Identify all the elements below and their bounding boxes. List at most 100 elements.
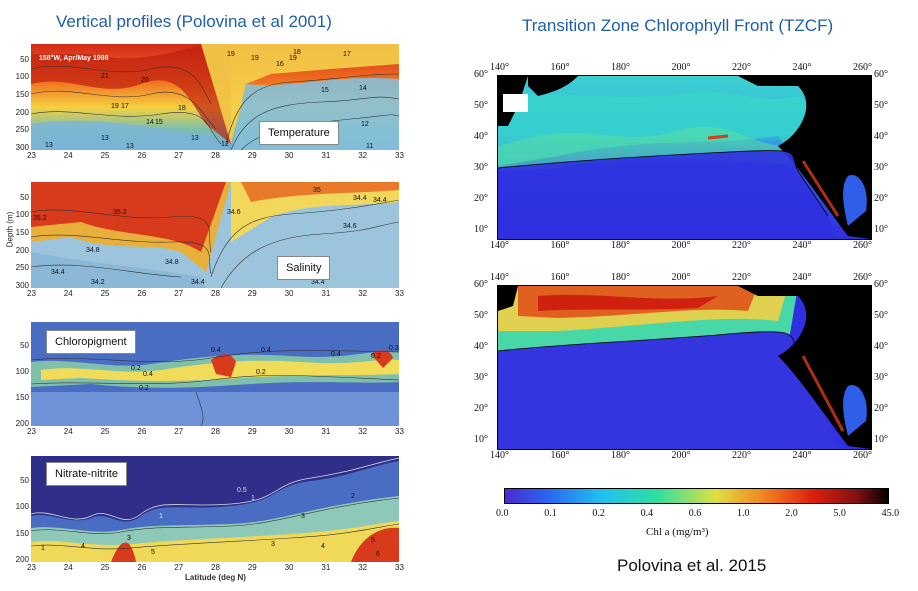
latitude-tick: 40° xyxy=(474,131,488,142)
contour-label: 19 xyxy=(227,51,235,58)
contour-label: 15 xyxy=(321,87,329,94)
latitude-tick: 24 xyxy=(63,427,73,436)
latitude-tick: 25 xyxy=(100,427,110,436)
depth-tick: 100 xyxy=(15,72,29,82)
latitude-tick: 20° xyxy=(474,403,488,414)
latitude-tick: 31 xyxy=(321,289,331,298)
latitude-tick: 24 xyxy=(63,289,73,298)
contour-label: 21 xyxy=(101,73,109,80)
longitude-tick: 220° xyxy=(732,272,751,283)
citation: Polovina et al. 2015 xyxy=(617,556,767,575)
longitude-tick: 180° xyxy=(611,240,630,251)
chl-map-bottom xyxy=(497,285,872,450)
contour-label: 35 xyxy=(313,187,321,194)
latitude-tick: 40° xyxy=(874,341,888,352)
contour-label: 0.2 xyxy=(131,365,141,372)
latitude-tick: 20° xyxy=(874,193,888,204)
contour-label: 4 xyxy=(81,543,85,550)
depth-tick: 200 xyxy=(15,107,29,117)
latitude-tick: 40° xyxy=(874,131,888,142)
latitude-tick: 30 xyxy=(284,427,294,436)
latitude-tick: 33 xyxy=(395,289,404,298)
latitude-tick: 10° xyxy=(874,224,888,235)
depth-tick: 100 xyxy=(15,502,29,511)
longitude-tick: 200° xyxy=(671,62,691,73)
salinity-label: Salinity xyxy=(277,256,331,280)
contour-label: 35.2 xyxy=(113,209,127,216)
latitude-tick: 26 xyxy=(137,427,147,436)
latitude-tick: 33 xyxy=(395,427,404,436)
depth-tick: 200 xyxy=(15,419,29,428)
temperature-section: 19 19 19 18 17 16 21 20 15 14 18 19 17 1… xyxy=(31,44,399,150)
chl-map-top xyxy=(497,75,872,240)
latitude-tick: 30° xyxy=(874,372,888,383)
latitude-tick: 32 xyxy=(358,427,368,436)
contour-label: 13 xyxy=(101,135,109,142)
depth-tick: 50 xyxy=(20,54,29,64)
latitude-tick: 60° xyxy=(874,69,888,80)
contour-label: 1 xyxy=(41,545,45,552)
colorbar-tick: 1.0 xyxy=(737,508,750,519)
depth-tick: 50 xyxy=(20,475,29,485)
colorbar-tick: 0.4 xyxy=(640,508,654,519)
latitude-tick: 30° xyxy=(474,162,488,173)
depth-tick: 150 xyxy=(15,528,29,538)
longitude-tick: 160° xyxy=(550,240,570,251)
colorbar-tick: 5.0 xyxy=(833,508,846,519)
latitude-tick: 31 xyxy=(321,151,331,160)
contour-label: 15 xyxy=(155,119,163,126)
temperature-label: Temperature xyxy=(259,121,339,145)
colorbar-tick: 2.0 xyxy=(785,508,798,519)
contour-label: 13 xyxy=(45,142,53,149)
longitude-tick: 140° xyxy=(490,272,509,283)
contour-label: 34.4 xyxy=(373,197,387,204)
contour-label: 3 xyxy=(301,513,305,520)
chl-map-top-image xyxy=(498,76,871,239)
depth-tick: 250 xyxy=(15,125,29,135)
longitude-tick: 180° xyxy=(611,62,630,73)
depth-tick: 50 xyxy=(20,341,29,350)
contour-label: 13 xyxy=(126,143,134,150)
latitude-tick: 23 xyxy=(27,289,36,298)
depth-axis-label: Depth (m) xyxy=(5,211,15,248)
contour-label: 0.4 xyxy=(261,347,271,354)
latitude-tick: 29 xyxy=(247,427,257,436)
latitude-tick: 28 xyxy=(211,563,220,572)
latitude-tick: 26 xyxy=(137,289,147,298)
depth-tick: 150 xyxy=(15,90,29,99)
section-header: 158°W, Apr/May 1998 xyxy=(39,54,109,62)
latitude-tick: 50° xyxy=(474,100,488,111)
latitude-tick: 29 xyxy=(247,151,257,160)
latitude-tick: 24 xyxy=(63,151,73,160)
contour-label: 0.3 xyxy=(389,345,399,352)
colorbar-tick: 0.6 xyxy=(688,508,702,519)
contour-label: 20 xyxy=(141,77,149,84)
depth-tick: 150 xyxy=(15,228,29,237)
contour-label: 14 xyxy=(146,119,154,126)
contour-label: 34.2 xyxy=(91,279,105,286)
depth-tick: 200 xyxy=(15,555,29,564)
contour-label: 1 xyxy=(251,495,255,502)
contour-label: 19 xyxy=(289,55,297,62)
latitude-tick: 27 xyxy=(174,563,184,572)
depth-tick: 150 xyxy=(15,393,29,402)
left-title: Vertical profiles (Polovina et al 2001) xyxy=(56,12,332,31)
contour-label: 17 xyxy=(343,51,351,58)
chl-map-bottom-image xyxy=(498,286,871,449)
contour-label: 19 xyxy=(111,103,119,110)
longitude-tick: 240° xyxy=(792,450,812,461)
latitude-tick: 20° xyxy=(874,403,888,414)
longitude-tick: 260° xyxy=(853,450,872,461)
latitude-tick: 29 xyxy=(247,563,257,572)
depth-tick: 50 xyxy=(20,192,29,202)
latitude-tick: 28 xyxy=(211,427,220,436)
longitude-tick: 220° xyxy=(732,240,751,251)
latitude-tick: 25 xyxy=(100,289,110,298)
nitrate-label: Nitrate-nitrite xyxy=(46,462,127,486)
contour-label: 5 xyxy=(151,549,155,556)
depth-tick: 100 xyxy=(15,367,29,376)
latitude-tick: 27 xyxy=(174,427,184,436)
longitude-tick: 160° xyxy=(550,62,570,73)
contour-label: 35.2 xyxy=(33,215,47,222)
latitude-tick: 40° xyxy=(474,341,488,352)
